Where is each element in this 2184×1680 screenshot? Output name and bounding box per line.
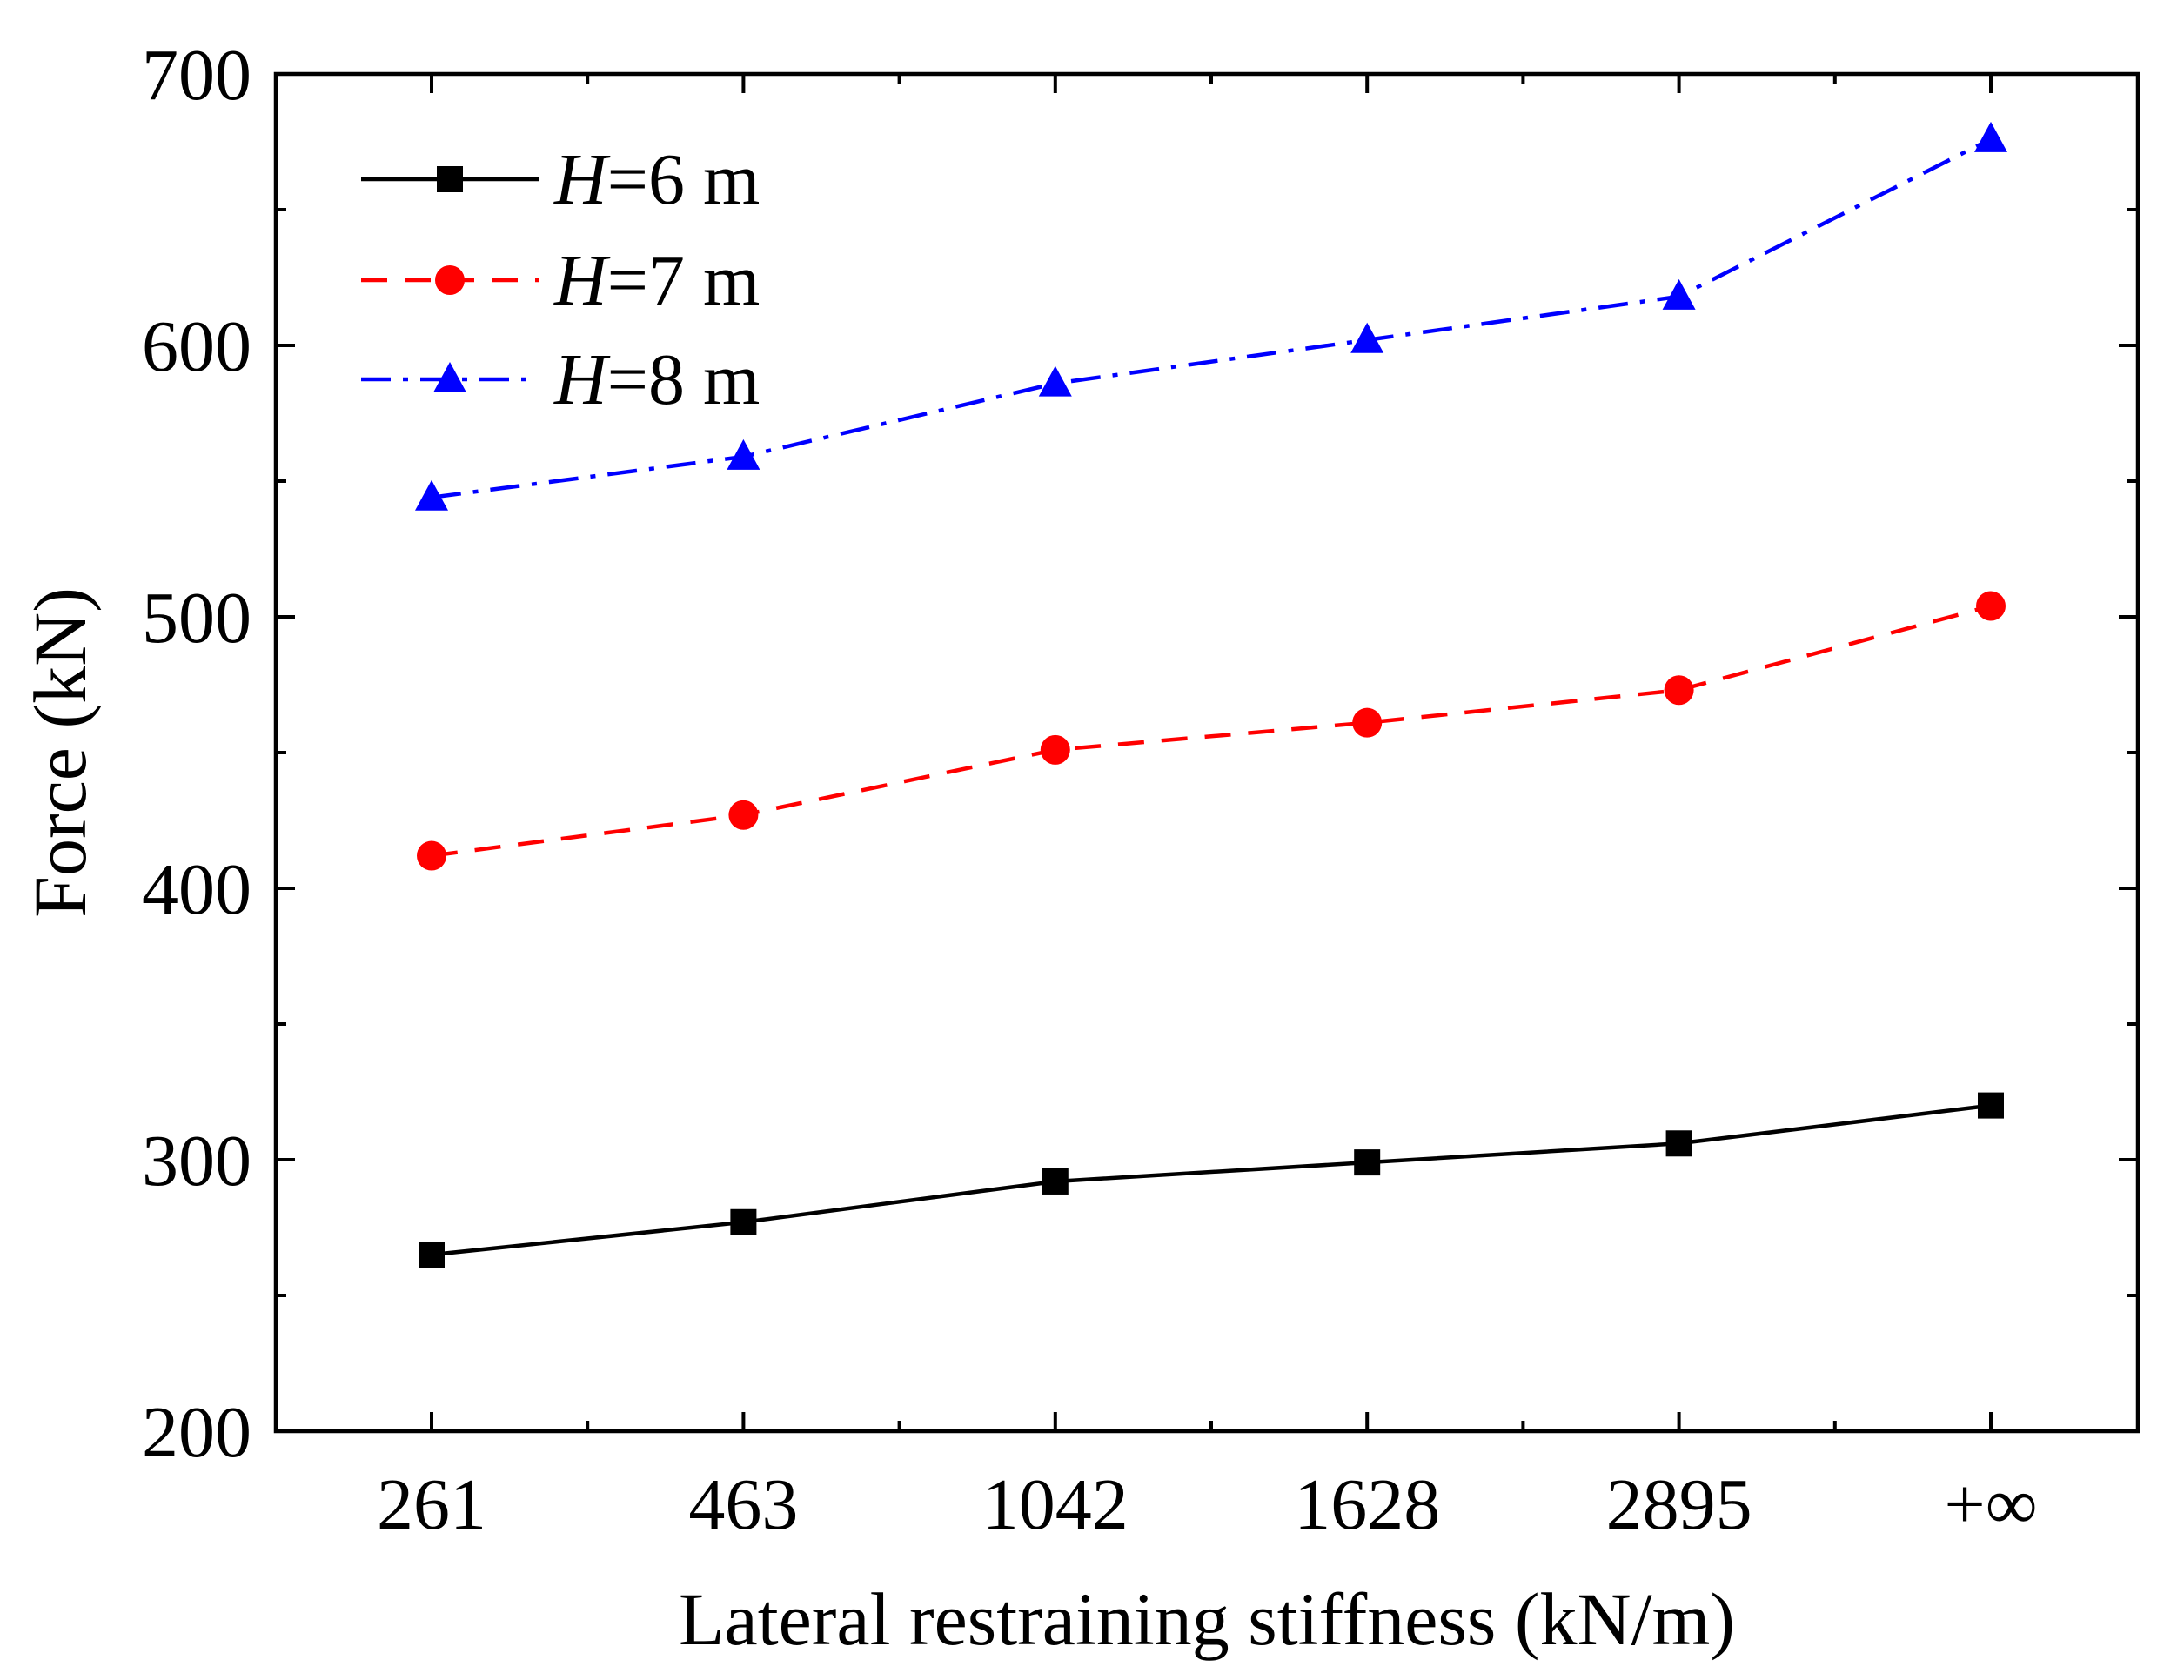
data-point [1354, 1149, 1381, 1176]
series-line [431, 604, 1992, 858]
data-point [727, 438, 760, 470]
data-point [1978, 1092, 2004, 1119]
y-tick-label: 300 [142, 1121, 251, 1201]
series-line [431, 1103, 1992, 1257]
data-point [1042, 1168, 1069, 1195]
y-tick-label: 500 [142, 578, 251, 659]
data-point [1040, 734, 1070, 765]
legend-swatch-marker [435, 265, 465, 295]
series-2 [417, 591, 2006, 871]
x-tick-label: 1042 [982, 1464, 1129, 1545]
axis-ticks: 200 300 400 500 600 700 261 463 1042 1628 2895 +∞ [142, 35, 2138, 1545]
legend: H=6 mH=7 mH=8 m [361, 139, 760, 420]
data-point [417, 840, 446, 871]
data-point [419, 1242, 445, 1268]
data-point [730, 1208, 757, 1235]
y-tick-label: 600 [142, 306, 251, 387]
legend-label: H=7 m [553, 240, 760, 321]
data-point [1662, 278, 1696, 310]
x-tick-label: 2895 [1606, 1464, 1752, 1545]
series-3 [415, 121, 2007, 511]
series-line [431, 137, 1993, 499]
x-tick-label: +∞ [1944, 1464, 2037, 1545]
data-point [1352, 707, 1383, 738]
data-point [415, 479, 448, 511]
legend-label-italic: H [553, 139, 611, 220]
legend-label-rest: =6 m [607, 139, 760, 220]
data-point [1664, 675, 1694, 706]
legend-swatch-marker [433, 362, 466, 392]
x-tick-label: 1628 [1294, 1464, 1440, 1545]
data-point [1350, 322, 1384, 353]
data-point [1038, 365, 1072, 397]
legend-item: H=6 m [361, 139, 760, 220]
y-axis-title: Force (kN) [18, 587, 102, 918]
x-axis-title: Lateral restraining stiffness (kN/m) [679, 1577, 1735, 1661]
legend-item: H=8 m [361, 339, 760, 420]
data-point [1665, 1130, 1692, 1157]
y-tick-label: 700 [142, 35, 251, 116]
data-point [1976, 591, 2006, 621]
series-layer [415, 121, 2007, 1268]
data-point [728, 800, 759, 830]
legend-label-italic: H [553, 240, 611, 321]
series-1 [419, 1092, 2004, 1268]
y-tick-label: 400 [142, 849, 251, 930]
legend-label-rest: =8 m [607, 339, 760, 420]
data-point [1974, 121, 2007, 152]
x-tick-label: 261 [377, 1464, 486, 1545]
x-tick-label: 463 [688, 1464, 798, 1545]
legend-label-italic: H [553, 339, 611, 420]
legend-label: H=6 m [553, 139, 760, 220]
legend-label: H=8 m [553, 339, 760, 420]
legend-swatch-marker [437, 166, 463, 192]
y-tick-label: 200 [142, 1392, 251, 1473]
legend-label-rest: =7 m [607, 240, 760, 321]
legend-item: H=7 m [361, 240, 760, 321]
